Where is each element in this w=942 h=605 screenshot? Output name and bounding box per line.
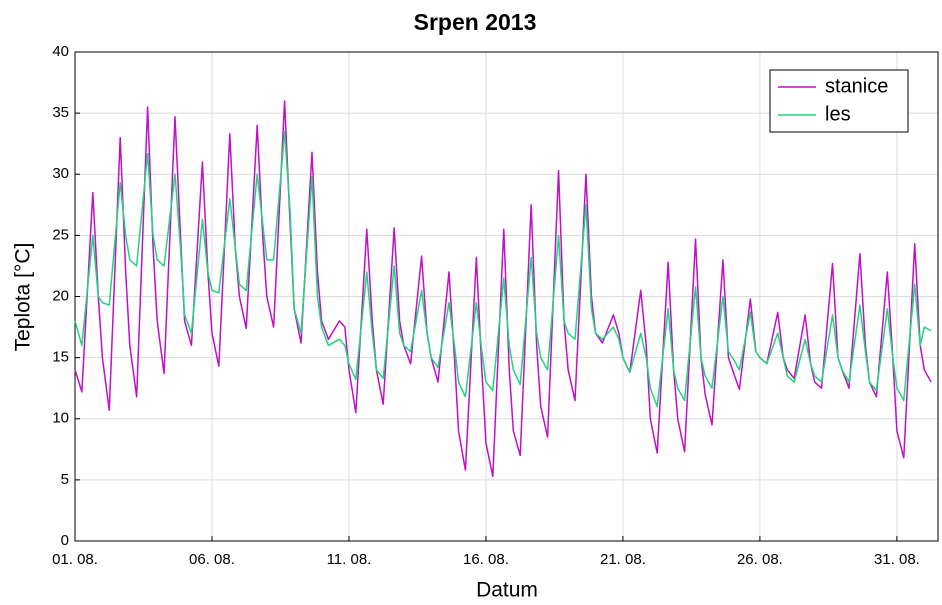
- x-tick-label: 16. 08.: [463, 551, 509, 568]
- x-tick-label: 26. 08.: [737, 551, 783, 568]
- x-tick-label: 21. 08.: [600, 551, 646, 568]
- y-tick-label: 35: [52, 104, 69, 121]
- x-tick-label: 11. 08.: [327, 551, 372, 568]
- series-line: [74, 100, 932, 477]
- x-tick-label: 01. 08.: [52, 551, 98, 568]
- x-tick-label: 06. 08.: [189, 551, 235, 568]
- plot-frame: [74, 51, 939, 542]
- y-tick-label: 30: [52, 165, 69, 182]
- y-tick-label: 15: [52, 349, 69, 366]
- y-tick-label: 0: [61, 532, 69, 549]
- y-axis-label: Teplota [°C]: [12, 243, 35, 352]
- y-tick-label: 40: [52, 43, 69, 60]
- legend-box: [769, 69, 909, 133]
- y-tick-label: 10: [52, 410, 69, 427]
- x-tick-label: 31. 08.: [874, 551, 920, 568]
- x-axis-label: Datum: [476, 579, 538, 602]
- series-line: [74, 130, 932, 408]
- legend-label: stanice: [825, 75, 888, 97]
- legend-label: les: [825, 103, 851, 125]
- y-tick-label: 5: [61, 471, 69, 488]
- y-tick-label: 20: [52, 287, 69, 304]
- y-tick-label: 25: [52, 226, 69, 243]
- chart-title: Srpen 2013: [414, 9, 537, 35]
